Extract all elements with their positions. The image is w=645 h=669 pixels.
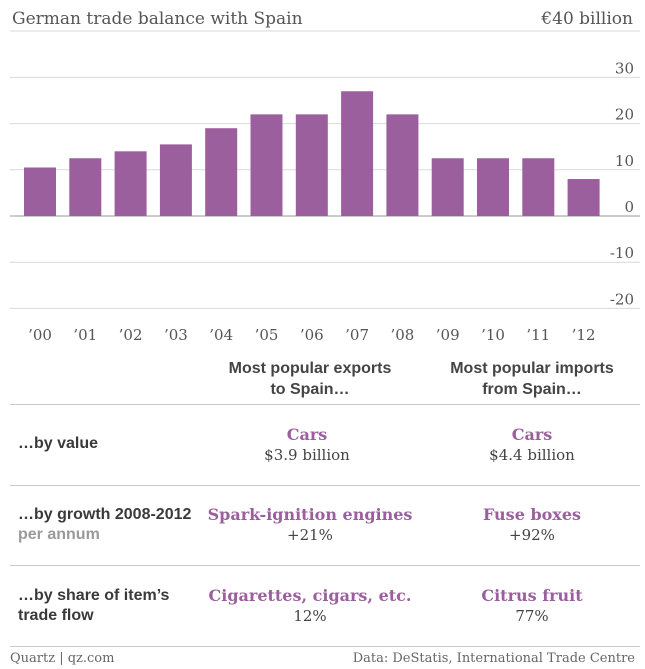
bar-03	[159, 144, 192, 216]
imports-by-value: Cars $4.4 billion	[417, 425, 645, 465]
bar-01	[69, 158, 102, 216]
x-tick-label: ’07	[345, 326, 369, 344]
x-tick-label: ’03	[164, 326, 188, 344]
row-label-growth: …by growth 2008-2012 per annum	[18, 505, 191, 545]
item-name: Spark-ignition engines	[207, 505, 413, 524]
x-tick-label: ’01	[73, 326, 97, 344]
bar-08	[386, 114, 419, 216]
bar-05	[250, 114, 283, 216]
x-tick-label: ’00	[28, 326, 52, 344]
item-name: Cigarettes, cigars, etc.	[208, 586, 412, 605]
exports-header: Most popular exports to Spain…	[205, 358, 415, 400]
item-value: 77%	[515, 607, 549, 625]
y-tick-label: 0	[624, 198, 634, 216]
bar-02	[114, 151, 147, 216]
row-label-text: …by share of item’s	[18, 587, 170, 604]
x-tick-label: ’12	[572, 326, 596, 344]
item-value: +21%	[287, 526, 333, 544]
y-tick-label: -20	[610, 290, 634, 308]
bar-11	[522, 158, 555, 216]
unit-label: €40 billion	[541, 9, 633, 29]
x-tick-label: ’05	[255, 326, 279, 344]
bar-06	[295, 114, 328, 216]
divider	[10, 646, 640, 647]
chart-title: German trade balance with Spain	[12, 9, 303, 29]
y-tick-label: 30	[615, 59, 634, 77]
row-label-text: …by growth 2008-2012	[18, 506, 192, 523]
x-tick-label: ’04	[209, 326, 233, 344]
divider	[10, 485, 640, 486]
exports-by-share: Cigarettes, cigars, etc. 12%	[195, 586, 425, 626]
item-value: $3.9 billion	[264, 446, 350, 464]
x-tick-label: ’11	[526, 326, 550, 344]
row-sublabel: per annum	[18, 526, 100, 543]
footer-credit: Quartz | qz.com	[10, 651, 115, 666]
bar-00	[24, 167, 56, 216]
bar-10	[477, 158, 509, 216]
item-name: Fuse boxes	[482, 505, 582, 524]
imports-by-growth: Fuse boxes +92%	[417, 505, 645, 545]
bar-09	[431, 158, 464, 216]
footer-source: Data: DeStatis, International Trade Cent…	[352, 651, 635, 666]
item-value: $4.4 billion	[489, 446, 575, 464]
bar-07	[341, 91, 374, 216]
y-tick-label: -10	[610, 244, 634, 262]
x-tick-label: ’10	[481, 326, 505, 344]
bar-12	[567, 179, 600, 216]
imports-by-share: Citrus fruit 77%	[417, 586, 645, 626]
imports-header: Most popular imports from Spain…	[427, 358, 637, 400]
bar-chart: 30 20 10 0 -10 -20 ’00 ’01 ’02 ’03 ’04 ’05 ’06 ’07 ’08…	[10, 30, 640, 344]
y-tick-label: 20	[615, 106, 634, 124]
item-value: 12%	[293, 607, 327, 625]
x-tick-label: ’02	[119, 326, 143, 344]
imports-header-text: Most popular imports from Spain…	[450, 360, 614, 398]
item-value: +92%	[509, 526, 555, 544]
row-label-text: …by value	[18, 435, 99, 452]
bar-04	[205, 128, 238, 216]
x-tick-label: ’06	[300, 326, 324, 344]
divider	[10, 565, 640, 566]
row-label-value: …by value	[18, 434, 98, 454]
exports-by-growth: Spark-ignition engines +21%	[195, 505, 425, 545]
x-tick-label: ’08	[390, 326, 414, 344]
divider	[10, 404, 640, 405]
y-tick-label: 10	[615, 152, 634, 170]
exports-by-value: Cars $3.9 billion	[192, 425, 422, 465]
x-tick-label: ’09	[436, 326, 460, 344]
row-sublabel: trade flow	[18, 607, 94, 624]
item-name: Cars	[511, 425, 553, 444]
row-label-share: …by share of item’s trade flow	[18, 586, 169, 626]
exports-header-text: Most popular exports to Spain…	[228, 360, 392, 398]
item-name: Citrus fruit	[481, 586, 583, 605]
item-name: Cars	[286, 425, 328, 444]
